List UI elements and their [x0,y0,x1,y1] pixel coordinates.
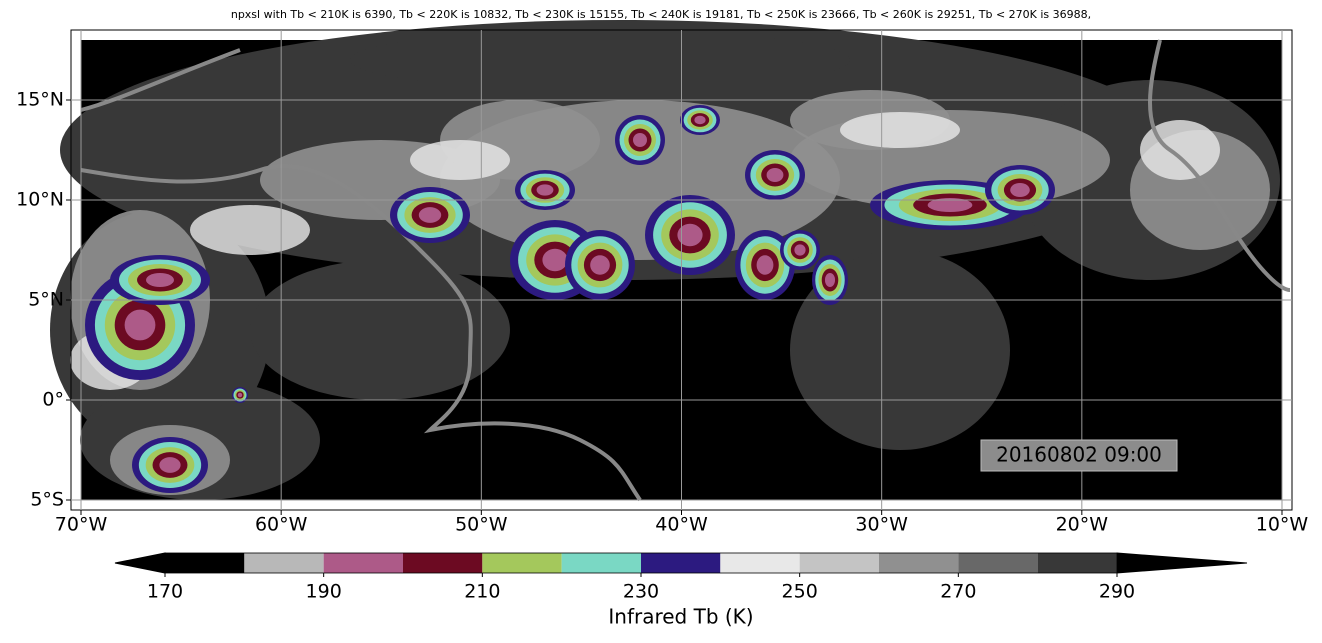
storm-contour [794,244,806,256]
storm-contour [590,255,610,275]
colorbar-tick-label: 250 [782,581,818,603]
x-tick-label: 10°W [1256,514,1309,536]
cloud-field [1140,120,1220,180]
colorbar-swatch [244,553,324,573]
storm-contour [536,184,554,196]
y-tick-label: 10°N [16,189,64,211]
storm-contour [1010,183,1030,197]
colorbar-swatch [799,553,879,573]
colorbar-under [114,552,166,574]
colorbar-tick-label: 230 [623,581,659,603]
colorbar-swatch [482,553,562,573]
colorbar: 170 190 210 230 250 270 290 [114,552,1248,603]
y-tick-label: 0° [42,389,64,411]
colorbar-tick-label: 210 [464,581,500,603]
timestamp-box [980,439,1178,472]
colorbar-label: Infrared Tb (K) [608,605,753,629]
colorbar-over [1116,552,1248,574]
y-tick-label: 15°N [16,89,64,111]
cloud-field [840,112,960,148]
storm-contour [146,273,174,287]
colorbar-swatch [720,553,800,573]
x-tick-label: 50°W [455,514,508,536]
coastline [80,164,642,502]
axes: 70°W 60°W 50°W 40°W 30°W 20°W 10°W 15°N 10°N 5°N 0… [16,29,1309,536]
colorbar-swatch [561,553,641,573]
storm-contour [756,255,774,275]
storm-contour [124,309,156,341]
x-tick-label: 30°W [855,514,908,536]
x-tick-label: 70°W [55,514,108,536]
storm-contour [927,198,973,212]
storm-contour [824,273,836,287]
colorbar-tick-label: 270 [940,581,976,603]
colorbar-swatch [165,553,245,573]
cloud-field [250,260,510,400]
x-tick-label: 20°W [1056,514,1109,536]
colorbar-swatch [879,553,959,573]
cloud-field [350,30,850,90]
x-tick-label: 40°W [655,514,708,536]
coastline [80,48,241,112]
storm-contour [766,168,784,182]
storm-contour [633,133,647,147]
colorbar-tick-label: 170 [147,581,183,603]
coastline [1148,39,1291,292]
storm-contour [694,115,706,125]
colorbar-swatch [403,553,483,573]
title: npxsl with Tb < 210K is 6390, Tb < 220K … [231,8,1091,21]
storm-contour [677,223,703,247]
timestamp: 20160802 09:00 [996,443,1162,467]
cloud-field [190,205,310,255]
colorbar-tick-label: 190 [306,581,342,603]
satellite-image [50,20,1292,510]
storm-contour [418,207,442,223]
colorbar-swatch [958,553,1038,573]
colorbar-swatch [1037,553,1117,573]
y-tick-label: 5°S [30,489,64,511]
colorbar-swatch [641,553,721,573]
colorbar-swatch [323,553,403,573]
colorbar-tick-label: 290 [1099,581,1135,603]
storm-contour [159,457,181,473]
cloud-field [410,140,510,180]
y-tick-label: 5°N [28,289,64,311]
storm-contour [542,248,568,272]
x-tick-label: 60°W [255,514,308,536]
storm-contour [237,392,243,398]
